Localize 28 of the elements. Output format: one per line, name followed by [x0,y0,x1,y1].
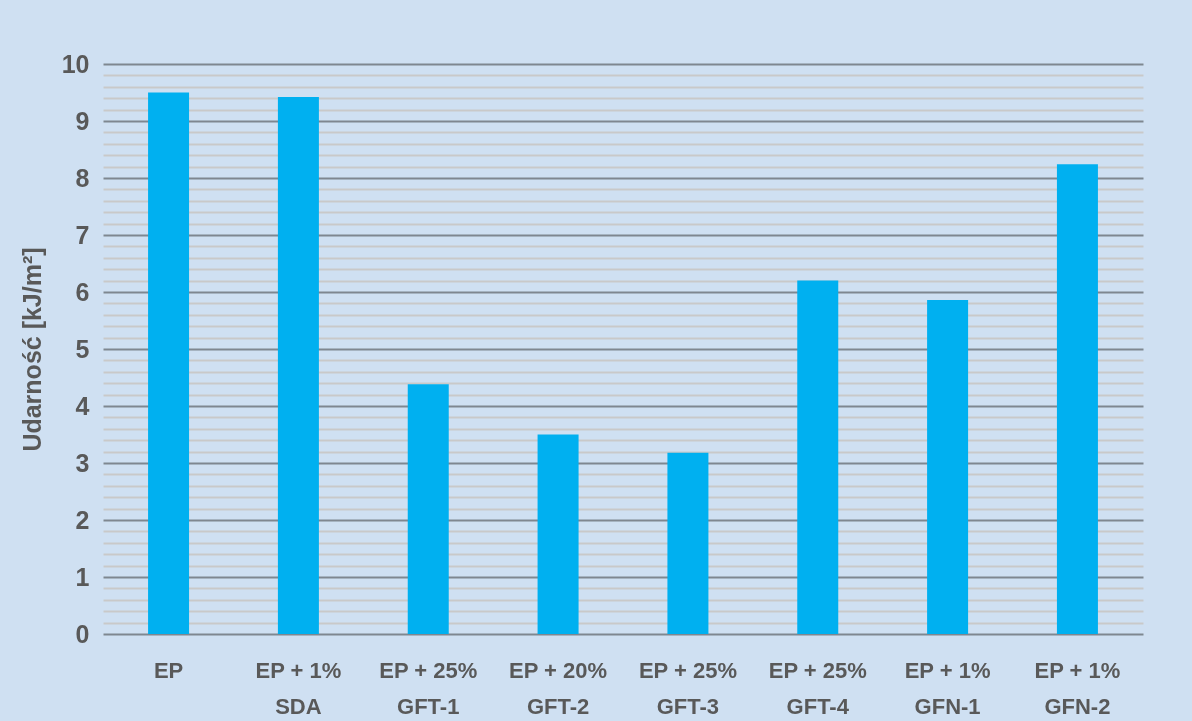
bar [1056,164,1098,634]
y-tick-label: 4 [75,391,90,420]
bar [148,92,190,634]
y-tick-label: 6 [75,277,90,306]
y-tick-label: 1 [75,562,90,591]
bar [927,299,969,634]
y-tick-label: 9 [75,106,90,135]
bar [797,280,839,634]
x-tick-label: EP + 1% GFN-1 [904,657,991,719]
x-tick-label: EP + 25% GFT-3 [638,657,737,719]
y-tick-label: 3 [75,448,90,477]
x-tick-label: EP + 25% GFT-1 [379,657,478,719]
y-axis-title: Udarność [kJ/m²] [17,247,46,452]
y-tick-label: 2 [75,505,90,534]
x-tick-label: EP + 25% GFT-4 [768,657,867,719]
bar [407,384,449,634]
y-tick-label: 5 [75,334,90,363]
x-tick-label: EP [153,657,184,683]
x-tick-label: EP + 1% GFN-2 [1034,657,1121,719]
y-tick-label: 0 [75,619,90,648]
x-tick-label: EP + 20% GFT-2 [509,657,608,719]
y-tick-label: 8 [75,163,90,192]
x-tick-label: EP + 1% SDA [255,657,342,719]
y-tick-label: 7 [75,220,90,249]
bar [667,452,709,634]
y-tick-label: 10 [61,49,90,78]
bar [537,434,579,634]
bar [277,97,319,634]
